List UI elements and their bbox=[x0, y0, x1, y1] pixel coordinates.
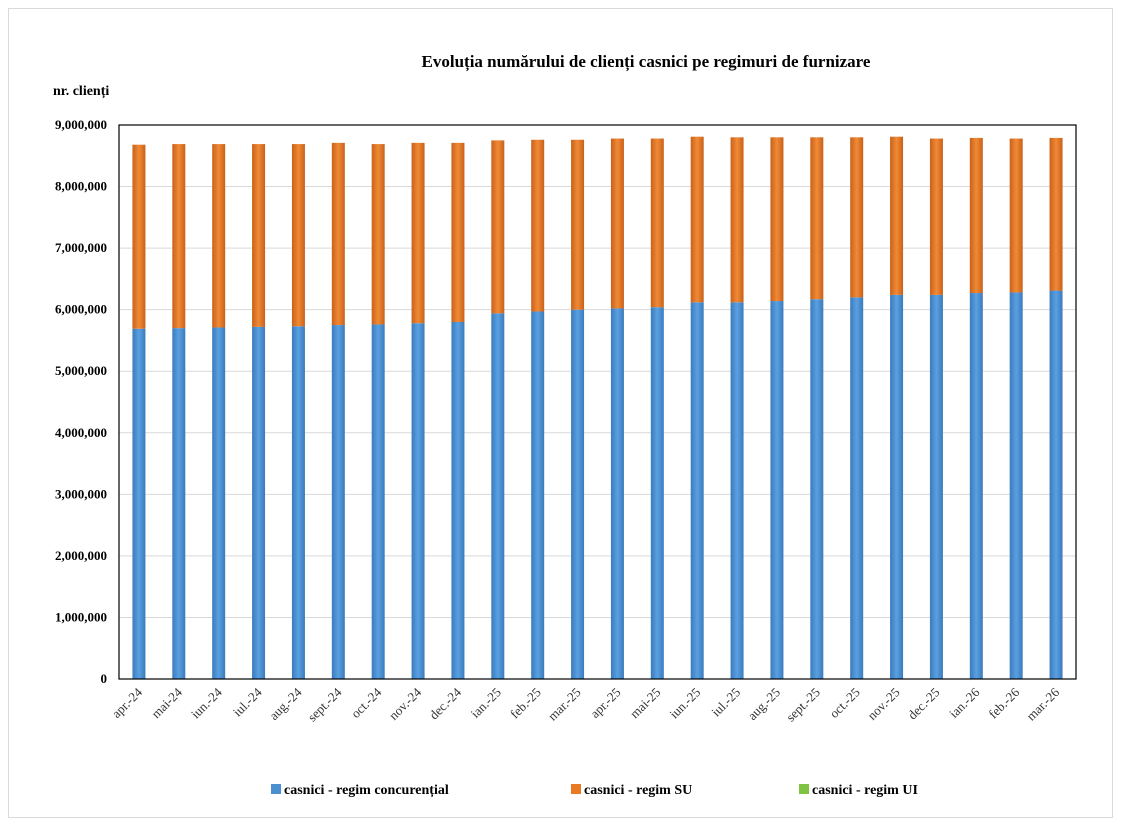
bar-segment bbox=[730, 137, 744, 303]
bar-segment bbox=[571, 139, 585, 310]
bar-segment bbox=[451, 142, 465, 322]
x-tick-label: mai-25 bbox=[627, 685, 664, 722]
bar-segment bbox=[491, 313, 505, 679]
bar-segment bbox=[690, 136, 704, 303]
chart-container: Evoluția numărului de clienți casnici pe… bbox=[8, 8, 1113, 818]
x-tick-label: aug.-25 bbox=[745, 685, 783, 723]
y-tick-labels: 0 1,000,000 2,000,000 3,000,000 4,000,000 5,0… bbox=[55, 117, 107, 686]
y-axis-label: nr. clienți bbox=[53, 84, 109, 99]
y-tick-label: 7,000,000 bbox=[55, 240, 107, 255]
bar-segment bbox=[451, 321, 465, 679]
bar-segment bbox=[610, 138, 624, 309]
x-tick-label: mar.-25 bbox=[545, 685, 584, 724]
bar-segment bbox=[252, 144, 266, 327]
bar-segment bbox=[531, 139, 545, 312]
bar-segment bbox=[650, 138, 664, 308]
x-tick-label: sept.-25 bbox=[783, 685, 823, 725]
x-tick-label: apr.-25 bbox=[587, 685, 623, 721]
y-tick-label: 6,000,000 bbox=[55, 302, 107, 317]
bar-segment bbox=[850, 137, 864, 298]
axes bbox=[118, 124, 1077, 680]
x-tick-label: iul.-24 bbox=[230, 684, 265, 719]
bar-segment bbox=[810, 137, 824, 300]
bar-segment bbox=[929, 294, 943, 679]
x-tick-label: dec.-24 bbox=[426, 684, 464, 722]
y-tick-label: 9,000,000 bbox=[55, 117, 107, 132]
y-tick-label: 8,000,000 bbox=[55, 179, 107, 194]
bar-segment bbox=[730, 302, 744, 679]
bar-segment bbox=[770, 137, 784, 302]
y-tick-label: 5,000,000 bbox=[55, 363, 107, 378]
x-tick-label: oct.-25 bbox=[826, 685, 862, 721]
bar-segment bbox=[371, 144, 385, 325]
bar-segment bbox=[1009, 138, 1023, 293]
x-tick-label: apr.-24 bbox=[109, 684, 146, 721]
x-tick-label: iun.-24 bbox=[188, 684, 225, 721]
bar-segment bbox=[929, 138, 943, 295]
bar-segment bbox=[411, 142, 425, 324]
y-tick-label: 3,000,000 bbox=[55, 486, 107, 501]
stacked-bar-chart: Evoluția numărului de clienți casnici pe… bbox=[53, 52, 1077, 798]
bar-segment bbox=[770, 301, 784, 679]
x-tick-label: dec.-25 bbox=[905, 685, 943, 723]
x-tick-label: nov.-24 bbox=[386, 684, 425, 723]
x-tick-label: aug.-24 bbox=[266, 684, 305, 723]
x-tick-labels: apr.-24 mai-24 iun.-24 iul.-24 aug.-24 sept.-… bbox=[109, 684, 1063, 724]
bar-segment bbox=[132, 144, 146, 329]
bar-segment bbox=[291, 326, 305, 679]
bar-segment bbox=[1049, 290, 1063, 679]
bar-segment bbox=[969, 137, 983, 294]
bars bbox=[132, 136, 1063, 679]
y-tick-label: 0 bbox=[101, 671, 108, 686]
bar-segment bbox=[172, 144, 186, 329]
bar-segment bbox=[331, 325, 345, 679]
bar-segment bbox=[132, 328, 146, 679]
x-tick-label: iun.-25 bbox=[666, 685, 703, 722]
bar-segment bbox=[571, 309, 585, 679]
y-tick-label: 2,000,000 bbox=[55, 548, 107, 563]
x-tick-label: iul.-25 bbox=[708, 685, 743, 720]
bar-segment bbox=[890, 294, 904, 679]
x-tick-label: feb.-25 bbox=[507, 685, 544, 722]
bar-segment bbox=[212, 144, 226, 328]
bar-segment bbox=[291, 144, 305, 327]
legend: casnici - regim concurențial casnici - re… bbox=[271, 783, 918, 798]
legend-swatch bbox=[799, 784, 809, 794]
y-tick-label: 1,000,000 bbox=[55, 609, 107, 624]
bar-segment bbox=[172, 328, 186, 679]
legend-label: casnici - regim SU bbox=[584, 783, 692, 798]
y-tick-label: 4,000,000 bbox=[55, 425, 107, 440]
bar-segment bbox=[212, 327, 226, 679]
bar-segment bbox=[1049, 137, 1063, 291]
chart-title: Evoluția numărului de clienți casnici pe… bbox=[422, 52, 871, 72]
bar-segment bbox=[252, 326, 266, 679]
bar-segment bbox=[969, 293, 983, 679]
x-tick-label: feb.-26 bbox=[985, 684, 1022, 721]
bar-segment bbox=[690, 302, 704, 679]
bar-segment bbox=[850, 297, 864, 679]
bar-segment bbox=[531, 311, 545, 679]
x-tick-label: ian.-25 bbox=[468, 685, 504, 721]
legend-label: casnici - regim UI bbox=[812, 783, 918, 798]
plot-border bbox=[118, 124, 1077, 680]
bar-segment bbox=[890, 136, 904, 295]
bar-segment bbox=[331, 142, 345, 326]
x-tick-label: nov.-25 bbox=[864, 685, 902, 723]
x-tick-label: sept.-24 bbox=[304, 684, 344, 724]
x-tick-label: ian.-26 bbox=[946, 684, 983, 721]
bar-segment bbox=[491, 140, 505, 314]
bar-segment bbox=[1009, 292, 1023, 679]
legend-swatch bbox=[571, 784, 581, 794]
x-tick-label: oct.-24 bbox=[348, 684, 385, 721]
bar-segment bbox=[610, 308, 624, 679]
bar-segment bbox=[371, 324, 385, 679]
legend-label: casnici - regim concurențial bbox=[284, 783, 449, 798]
x-tick-label: mar.-26 bbox=[1023, 684, 1062, 723]
x-tick-label: mai-24 bbox=[148, 684, 185, 721]
bar-segment bbox=[411, 323, 425, 679]
legend-swatch bbox=[271, 784, 281, 794]
bar-segment bbox=[810, 299, 824, 679]
bar-segment bbox=[650, 307, 664, 679]
